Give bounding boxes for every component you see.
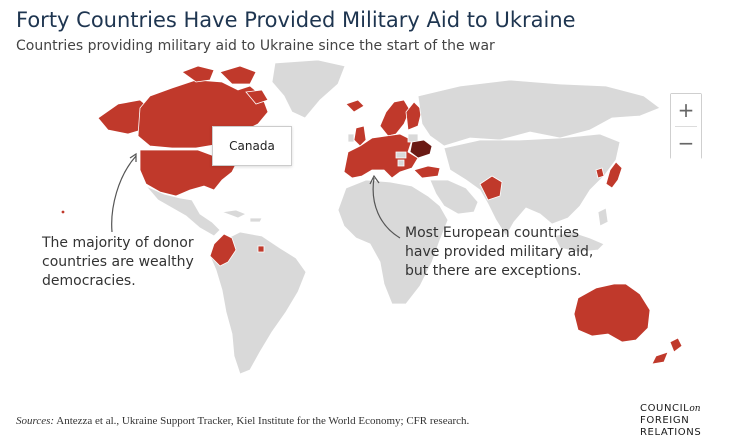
- zoom-divider: [675, 126, 697, 127]
- country-ukraine[interactable]: [409, 139, 433, 159]
- map-svg[interactable]: [0, 60, 732, 400]
- region-europe-donors[interactable]: [343, 133, 419, 179]
- sources-note: Sources: Antezza et al., Ukraine Support…: [16, 415, 469, 427]
- country-colombia[interactable]: [209, 233, 237, 267]
- zoom-controls: + −: [670, 93, 702, 159]
- annotation-arrow-left: [111, 155, 137, 233]
- country-norway-sweden[interactable]: [379, 99, 411, 137]
- country-serbia[interactable]: [397, 159, 405, 167]
- country-turkey[interactable]: [413, 165, 441, 179]
- country-canada-arctic-islands[interactable]: [181, 65, 269, 105]
- logo-line2: FOREIGN: [640, 415, 690, 426]
- country-ireland[interactable]: [347, 133, 355, 143]
- annotation-arrow-left-head: [129, 152, 137, 162]
- country-belarus[interactable]: [407, 133, 419, 143]
- region-middle-east[interactable]: [429, 179, 479, 215]
- country-finland[interactable]: [405, 101, 423, 131]
- logo-line1: COUNCIL: [640, 403, 690, 414]
- country-caribbean-donor[interactable]: [257, 245, 265, 253]
- country-australia[interactable]: [573, 283, 651, 343]
- country-hungary[interactable]: [395, 151, 407, 159]
- zoom-out-button[interactable]: −: [671, 127, 701, 159]
- page-title: Forty Countries Have Provided Military A…: [16, 8, 576, 32]
- world-map[interactable]: [0, 60, 732, 400]
- annotation-right: Most European countries have provided mi…: [405, 225, 594, 279]
- region-asia[interactable]: [443, 133, 621, 237]
- region-caribbean[interactable]: [221, 209, 263, 223]
- country-south-korea[interactable]: [595, 167, 605, 179]
- country-russia[interactable]: [417, 79, 661, 147]
- annotation-arrow-right-head: [369, 174, 380, 185]
- country-mexico[interactable]: [145, 185, 221, 237]
- logo-line3: RELATIONS: [640, 427, 702, 438]
- logo-on: on: [689, 404, 701, 414]
- region-africa[interactable]: [337, 179, 449, 305]
- sources-text: Antezza et al., Ukraine Support Tracker,…: [56, 415, 470, 427]
- country-japan[interactable]: [605, 161, 623, 189]
- zoom-in-button[interactable]: +: [671, 94, 701, 126]
- page-subtitle: Countries providing military aid to Ukra…: [16, 38, 495, 54]
- country-greenland[interactable]: [271, 60, 346, 119]
- sources-label: Sources:: [16, 415, 55, 427]
- cfr-logo[interactable]: COUNCILon FOREIGN RELATIONS: [640, 403, 720, 439]
- country-new-zealand[interactable]: [651, 337, 683, 365]
- island-hawaii: [60, 209, 66, 215]
- annotation-arrow-right: [372, 177, 401, 239]
- region-southeast-asia[interactable]: [553, 207, 609, 253]
- region-south-america[interactable]: [209, 231, 307, 375]
- map-tooltip: Canada: [212, 126, 292, 166]
- country-iceland[interactable]: [345, 99, 365, 113]
- annotation-left: The majority of donor countries are weal…: [42, 235, 194, 289]
- country-pakistan[interactable]: [479, 175, 503, 201]
